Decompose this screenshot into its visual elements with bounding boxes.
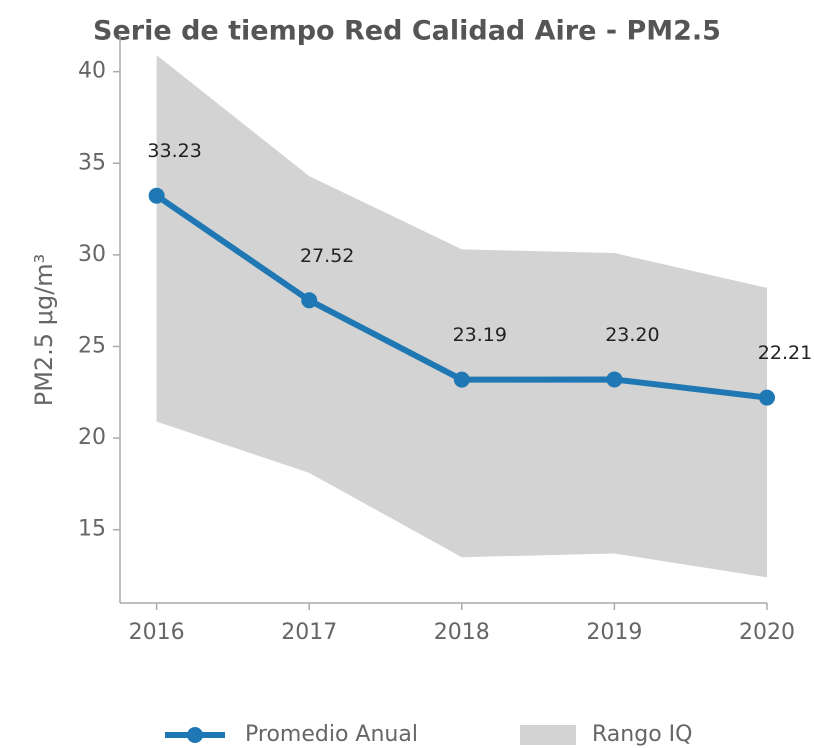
iqr-band: [156, 55, 768, 578]
legend-label: Rango IQ: [592, 722, 692, 747]
data-point: [759, 389, 775, 406]
data-point: [148, 187, 165, 204]
legend-marker: [187, 727, 203, 743]
data-point: [301, 292, 318, 309]
data-label: 27.52: [300, 245, 354, 267]
x-tick-label: 2018: [434, 620, 490, 645]
y-tick-label: 20: [78, 425, 106, 450]
y-tick-label: 25: [78, 333, 106, 358]
legend-label: Promedio Anual: [245, 722, 418, 747]
x-tick-label: 2020: [739, 620, 795, 645]
y-tick-label: 35: [78, 150, 106, 175]
data-point: [606, 371, 623, 388]
data-label: 22.21: [758, 342, 812, 364]
chart-title: Serie de tiempo Red Calidad Aire - PM2.5: [93, 16, 721, 47]
y-tick-label: 40: [78, 59, 106, 84]
x-tick-label: 2016: [129, 620, 185, 645]
legend-swatch: [520, 725, 576, 745]
data-label: 33.23: [147, 140, 201, 162]
y-tick-label: 30: [78, 242, 106, 267]
y-axis-label: PM2.5 μg/m³: [30, 254, 58, 407]
data-label: 23.20: [605, 324, 659, 346]
data-point: [453, 371, 470, 388]
x-tick-label: 2019: [586, 620, 642, 645]
data-label: 23.19: [453, 324, 507, 346]
x-tick-label: 2017: [281, 620, 337, 645]
y-tick-label: 15: [78, 517, 106, 542]
